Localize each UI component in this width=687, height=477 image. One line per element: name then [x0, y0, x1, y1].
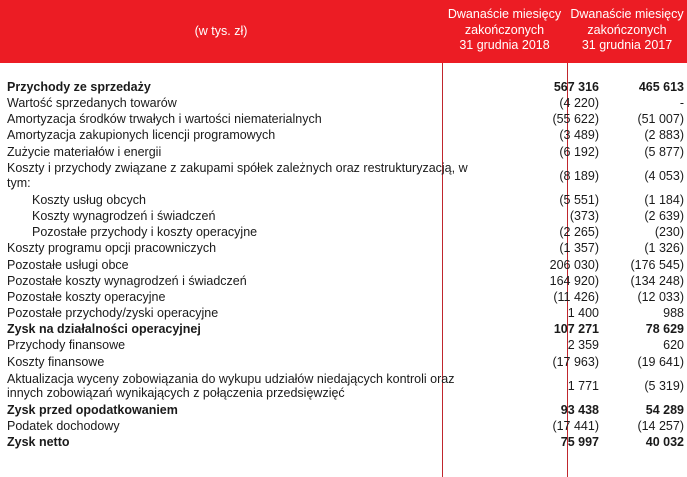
- column-header-2017: Dwanaście miesięcy zakończonych 31 grudn…: [567, 7, 687, 54]
- table-row: Zużycie materiałów i energii (6 192) (5 87…: [0, 144, 687, 160]
- value-2018: (6 192): [559, 144, 599, 159]
- table-row: Koszty usług obcych (5 551) (1 184): [0, 192, 687, 208]
- value-2017: (2 639): [644, 208, 684, 223]
- table-row: Zysk przed opodatkowaniem 93 438 54 289: [0, 402, 687, 418]
- table-row: Zysk na działalności operacyjnej 107 271 7…: [0, 321, 687, 337]
- table-header: (w tys. zł) Dwanaście miesięcy zakończon…: [0, 0, 687, 63]
- value-2017: 465 613: [638, 79, 684, 94]
- row-label: Koszty i przychody związane z zakupami s…: [7, 161, 468, 190]
- value-2018: (11 426): [553, 289, 599, 304]
- column-divider: [567, 63, 568, 477]
- table-row: Amortyzacja środków trwałych i wartości …: [0, 111, 687, 127]
- value-2017: 988: [663, 306, 684, 321]
- header-line: 31 grudnia 2017: [581, 38, 673, 52]
- value-2017: (134 248): [630, 273, 684, 288]
- table-row: Pozostałe przychody/zyski operacyjne 1 40…: [0, 305, 687, 321]
- value-2018: 75 997: [560, 435, 599, 450]
- row-label: Pozostałe przychody/zyski operacyjne: [7, 306, 219, 321]
- row-label: Podatek dochodowy: [7, 419, 120, 434]
- row-label: Wartość sprzedanych towarów: [7, 96, 177, 111]
- column-header-2018: Dwanaście miesięcy zakończonych 31 grudn…: [442, 7, 567, 54]
- value-2017: (5 877): [644, 144, 684, 159]
- value-2018: (55 622): [552, 112, 599, 127]
- table-row: Pozostałe koszty wynagrodzeń i świadczeń…: [0, 273, 687, 289]
- value-2018: 164 920): [549, 273, 599, 288]
- table-row: Pozostałe usługi obce 206 030) (176 545): [0, 257, 687, 273]
- row-label: Amortyzacja środków trwałych i wartości …: [7, 112, 322, 127]
- table-row: Amortyzacja zakupionych licencji program…: [0, 128, 687, 144]
- row-label: Zużycie materiałów i energii: [7, 144, 162, 159]
- value-2018: 107 271: [553, 322, 599, 337]
- value-2017: 78 629: [645, 322, 684, 337]
- value-2018: (17 441): [552, 419, 599, 434]
- row-label: Zysk netto: [7, 435, 70, 450]
- row-label: Pozostałe usługi obce: [7, 257, 129, 272]
- column-divider: [442, 63, 443, 477]
- value-2017: (176 545): [630, 257, 684, 272]
- row-label: Koszty programu opcji pracowniczych: [7, 241, 217, 256]
- row-label: Zysk na działalności operacyjnej: [7, 322, 201, 337]
- table-row: Koszty i przychody związane z zakupami s…: [0, 160, 687, 192]
- row-label: Pozostałe koszty operacyjne: [7, 289, 166, 304]
- row-label: Koszty wynagrodzeń i świadczeń: [32, 208, 216, 223]
- value-2018: 93 438: [560, 402, 599, 417]
- value-2017: (12 033): [637, 289, 684, 304]
- table-row: Koszty programu opcji pracowniczych (1 35…: [0, 241, 687, 257]
- table-row: Przychody finansowe 2 359 620: [0, 338, 687, 354]
- value-2017: 40 032: [645, 435, 684, 450]
- value-2017: 620: [663, 338, 684, 353]
- value-2017: (1 326): [644, 241, 684, 256]
- value-2018: (2 265): [559, 225, 599, 240]
- value-2018: (5 551): [559, 192, 599, 207]
- value-2017: (230): [654, 225, 684, 240]
- header-line: Dwanaście miesięcy: [447, 7, 562, 21]
- value-2018: (4 220): [559, 96, 599, 111]
- header-line: zakończonych: [587, 22, 667, 37]
- row-label: Amortyzacja zakupionych licencji program…: [7, 128, 276, 143]
- value-2017: -: [679, 96, 684, 111]
- value-2018: (373): [569, 208, 599, 223]
- table-row: Pozostałe koszty operacyjne (11 426) (12 0…: [0, 289, 687, 305]
- value-2017: 54 289: [645, 402, 684, 417]
- header-line: zakończonych: [464, 22, 545, 37]
- table-row: Wartość sprzedanych towarów (4 220) -: [0, 95, 687, 111]
- value-2018: 2 359: [567, 338, 599, 353]
- table-row: Koszty wynagrodzeń i świadczeń (373) (2 63…: [0, 208, 687, 224]
- value-2017: (5 319): [644, 378, 684, 393]
- unit-label: (w tys. zł): [194, 24, 248, 38]
- value-2017: (14 257): [637, 419, 684, 434]
- value-2018: (8 189): [559, 168, 599, 183]
- row-label: Przychody ze sprzedaży: [7, 79, 151, 94]
- row-label: Aktualizacja wyceny zobowiązania do wyku…: [7, 371, 455, 401]
- value-2017: (4 053): [644, 168, 684, 183]
- row-label: Koszty finansowe: [7, 354, 105, 369]
- value-2017: (2 883): [644, 128, 684, 143]
- value-2018: 206 030): [549, 257, 599, 272]
- row-label: Pozostałe przychody i koszty operacyjne: [32, 225, 258, 240]
- table-row: Pozostałe przychody i koszty operacyjne (…: [0, 224, 687, 240]
- row-label: Przychody finansowe: [7, 338, 126, 353]
- row-label: Pozostałe koszty wynagrodzeń i świadczeń: [7, 273, 247, 288]
- table-row: Podatek dochodowy (17 441) (14 257): [0, 418, 687, 434]
- table-row: Aktualizacja wyceny zobowiązania do wyku…: [0, 370, 687, 402]
- header-line: 31 grudnia 2018: [459, 38, 550, 52]
- value-2018: 1 400: [567, 306, 599, 321]
- table-row: Przychody ze sprzedaży 567 316 465 613: [0, 79, 687, 95]
- value-2018: 567 316: [553, 79, 599, 94]
- row-label: Zysk przed opodatkowaniem: [7, 402, 178, 417]
- value-2017: (51 007): [637, 112, 684, 127]
- value-2018: (3 489): [559, 128, 599, 143]
- table-row: Zysk netto 75 997 40 032: [0, 434, 687, 450]
- value-2017: (1 184): [644, 192, 684, 207]
- value-2018: (1 357): [559, 241, 599, 256]
- header-line: Dwanaście miesięcy: [570, 7, 684, 21]
- value-2018: 1 771: [567, 378, 599, 393]
- value-2018: (17 963): [552, 354, 599, 369]
- table-row: Koszty finansowe (17 963) (19 641): [0, 354, 687, 370]
- value-2017: (19 641): [637, 354, 684, 369]
- row-label: Koszty usług obcych: [32, 192, 146, 207]
- income-statement-table: Przychody ze sprzedaży 567 316 465 613 Wart…: [0, 79, 687, 451]
